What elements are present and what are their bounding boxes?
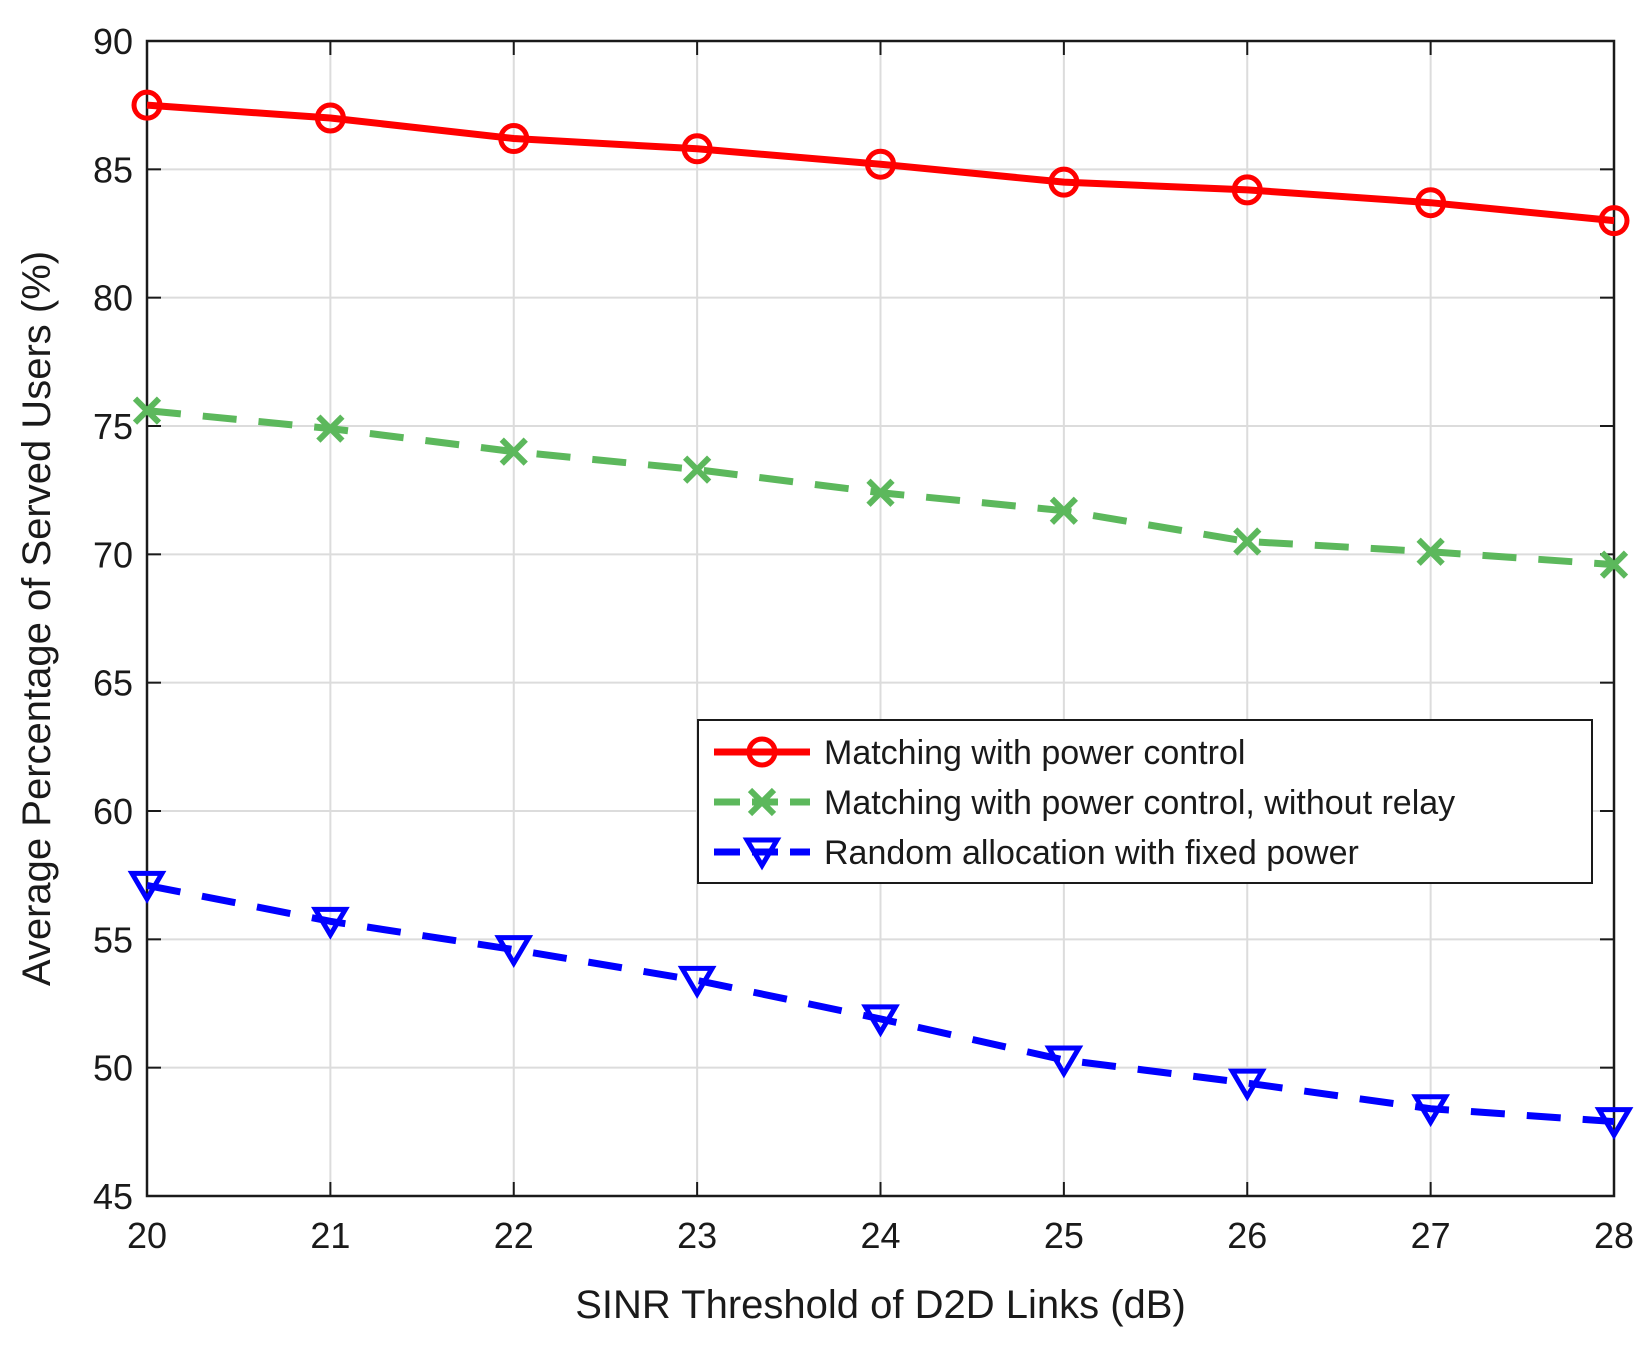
- data-point: [1044, 1045, 1084, 1079]
- data-point: [316, 414, 345, 443]
- x-tick-label: 20: [127, 1215, 167, 1256]
- series-3: [127, 870, 1634, 1140]
- data-point: [311, 906, 350, 940]
- data-point: [681, 133, 713, 165]
- data-point: [1227, 1068, 1267, 1102]
- marker-stroke: [1049, 496, 1078, 525]
- data-point: [1594, 1107, 1634, 1140]
- data-point: [499, 437, 528, 466]
- marker-stroke: [1416, 537, 1445, 566]
- x-tick-label: 26: [1227, 1215, 1267, 1256]
- legend-entry: Random allocation with fixed power: [714, 834, 1359, 872]
- data-point: [1049, 496, 1078, 525]
- y-tick-label: 60: [93, 791, 133, 832]
- legend-label: Matching with power control: [824, 734, 1245, 772]
- y-tick-label: 85: [93, 149, 133, 190]
- series-line: [146, 101, 1615, 225]
- marker-stroke: [316, 414, 345, 443]
- x-tick-label: 21: [310, 1215, 350, 1256]
- x-tick-label: 22: [494, 1215, 534, 1256]
- data-point: [1415, 187, 1447, 219]
- data-point: [1598, 205, 1630, 237]
- series-line: [146, 881, 1615, 1126]
- x-axis-label: SINR Threshold of D2D Links (dB): [575, 1283, 1186, 1327]
- legend: Matching with power control Matching with…: [697, 719, 1593, 884]
- data-point: [132, 396, 162, 425]
- y-tick-label: 55: [93, 919, 133, 960]
- marker-stroke: [866, 478, 895, 507]
- marker-stroke: [1233, 527, 1262, 556]
- x-tick-label: 27: [1411, 1215, 1451, 1256]
- data-point: [1048, 166, 1080, 198]
- legend-marker: [746, 736, 778, 768]
- series-1: [131, 89, 1630, 237]
- series-layer: [127, 89, 1634, 1140]
- x-tick-label: 23: [677, 1215, 717, 1256]
- tick-labels: 20 21 22 23 24 25 26 27 28 45 50 55 60 65 70 75 80 85 90: [93, 21, 1634, 1256]
- data-point: [861, 1004, 900, 1038]
- x-tick-label: 24: [860, 1215, 900, 1256]
- y-axis-label: Average Percentage of Served Users (%): [15, 251, 59, 986]
- data-point: [494, 935, 534, 969]
- marker-stroke: [1599, 550, 1629, 579]
- series-2: [132, 396, 1629, 579]
- data-point: [1231, 174, 1263, 206]
- data-point: [865, 148, 896, 180]
- x-tick-label: 25: [1044, 1215, 1084, 1256]
- y-tick-label: 90: [93, 21, 133, 62]
- data-point: [866, 478, 895, 507]
- y-tick-label: 80: [93, 278, 133, 319]
- data-point: [1233, 527, 1262, 556]
- data-point: [131, 89, 163, 121]
- marker-stroke: [132, 396, 162, 425]
- y-tick-label: 65: [93, 663, 133, 704]
- y-tick-label: 70: [93, 534, 133, 575]
- legend-label: Matching with power control, without rel…: [824, 784, 1455, 822]
- legend-entry: Matching with power control, without rel…: [714, 784, 1455, 822]
- y-tick-label: 45: [93, 1176, 133, 1217]
- axes: [145, 39, 1616, 1198]
- marker-stroke: [499, 437, 528, 466]
- legend-marker: [742, 837, 782, 871]
- data-point: [1416, 537, 1445, 566]
- legend-marker: [747, 787, 777, 817]
- legend-box: [697, 719, 1593, 884]
- legend-entry: Matching with power control: [714, 734, 1245, 772]
- y-tick-label: 50: [93, 1048, 133, 1089]
- data-point: [1411, 1094, 1450, 1128]
- data-point: [498, 123, 530, 155]
- x-tick-label: 28: [1594, 1215, 1634, 1256]
- data-point: [1599, 550, 1629, 579]
- data-point: [127, 870, 167, 904]
- marker-stroke: [747, 787, 777, 817]
- y-tick-label: 75: [93, 406, 133, 447]
- plot-frame: [145, 39, 1616, 1198]
- data-point: [683, 455, 712, 484]
- marker-stroke: [683, 455, 712, 484]
- legend-label: Random allocation with fixed power: [824, 834, 1359, 872]
- data-point: [677, 965, 717, 999]
- data-point: [314, 102, 346, 134]
